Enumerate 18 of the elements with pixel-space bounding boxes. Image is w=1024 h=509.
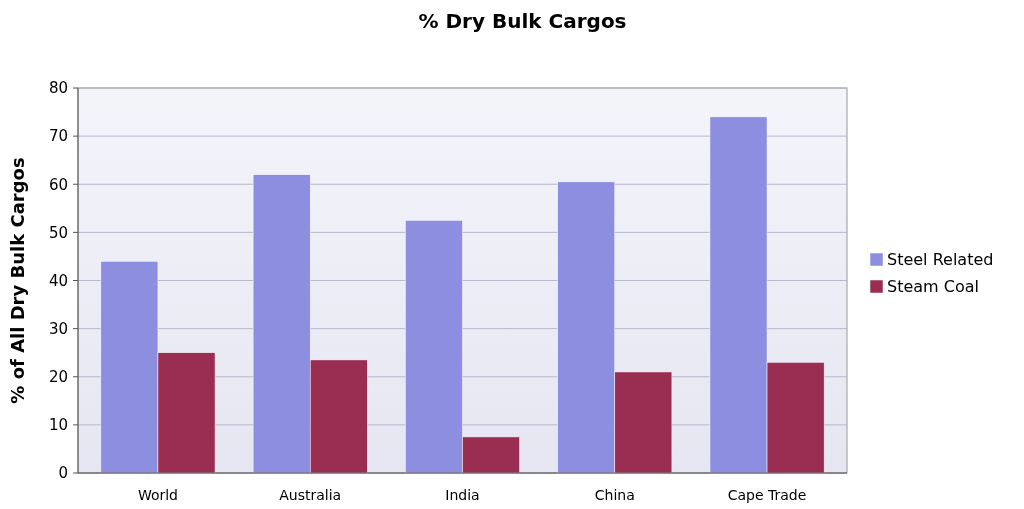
x-tick-label: World: [137, 487, 179, 503]
y-tick-label: 20: [48, 368, 68, 386]
chart-title: % Dry Bulk Cargos: [418, 9, 627, 33]
y-axis-title: % of All Dry Bulk Cargos: [7, 157, 28, 404]
legend-label: Steam Coal: [887, 276, 979, 296]
y-tick-label: 60: [48, 175, 68, 194]
x-tick-label: China: [594, 487, 635, 503]
y-tick-label: 30: [48, 319, 68, 338]
x-tick-label: Cape Trade: [727, 487, 807, 503]
legend-label: Steel Related: [887, 249, 994, 269]
y-tick-label: 50: [48, 223, 68, 242]
x-tick-label: India: [445, 487, 480, 503]
y-tick-label: 0: [58, 464, 68, 483]
y-tick-label: 70: [48, 127, 68, 146]
y-tick-label: 10: [48, 416, 68, 435]
y-tick-label: 80: [48, 79, 68, 98]
y-tick-label: 40: [48, 271, 68, 290]
x-tick-label: Australia: [279, 487, 342, 503]
